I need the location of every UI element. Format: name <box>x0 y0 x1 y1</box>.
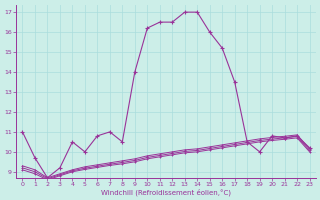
X-axis label: Windchill (Refroidissement éolien,°C): Windchill (Refroidissement éolien,°C) <box>101 188 231 196</box>
